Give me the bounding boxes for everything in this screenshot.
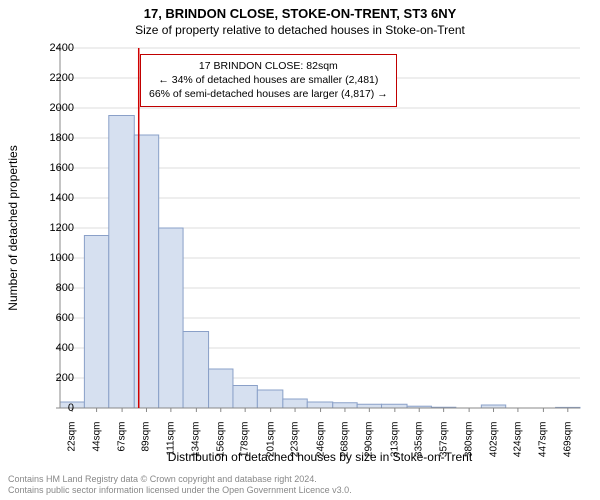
y-axis-label: Number of detached properties bbox=[6, 48, 20, 408]
y-tick-label: 2000 bbox=[34, 102, 74, 114]
x-tick-label: 156sqm bbox=[215, 422, 226, 462]
x-tick-label: 201sqm bbox=[265, 422, 276, 462]
annotation-line-1: 17 BRINDON CLOSE: 82sqm bbox=[149, 59, 388, 73]
y-tick-label: 2200 bbox=[34, 72, 74, 84]
y-tick-label: 2400 bbox=[34, 42, 74, 54]
footer-attribution: Contains HM Land Registry data © Crown c… bbox=[8, 474, 352, 497]
x-tick-label: 380sqm bbox=[464, 422, 475, 462]
x-tick-label: 67sqm bbox=[117, 422, 128, 462]
annotation-line-2: ← 34% of detached houses are smaller (2,… bbox=[149, 73, 388, 87]
x-tick-label: 246sqm bbox=[315, 422, 326, 462]
x-tick-label: 111sqm bbox=[165, 422, 176, 462]
x-tick-label: 402sqm bbox=[488, 422, 499, 462]
chart-area: 17 BRINDON CLOSE: 82sqm ← 34% of detache… bbox=[60, 48, 580, 408]
x-tick-label: 268sqm bbox=[339, 422, 350, 462]
x-tick-label: 313sqm bbox=[389, 422, 400, 462]
x-tick-label: 89sqm bbox=[141, 422, 152, 462]
y-tick-label: 800 bbox=[34, 282, 74, 294]
x-tick-label: 134sqm bbox=[191, 422, 202, 462]
y-tick-label: 200 bbox=[34, 372, 74, 384]
x-tick-label: 223sqm bbox=[290, 422, 301, 462]
y-tick-label: 1400 bbox=[34, 192, 74, 204]
x-tick-label: 357sqm bbox=[438, 422, 449, 462]
y-tick-label: 1800 bbox=[34, 132, 74, 144]
x-tick-label: 335sqm bbox=[414, 422, 425, 462]
x-tick-label: 290sqm bbox=[364, 422, 375, 462]
y-tick-label: 400 bbox=[34, 342, 74, 354]
x-tick-label: 447sqm bbox=[538, 422, 549, 462]
x-tick-label: 44sqm bbox=[91, 422, 102, 462]
y-tick-label: 1000 bbox=[34, 252, 74, 264]
y-tick-label: 0 bbox=[34, 402, 74, 414]
page-subtitle: Size of property relative to detached ho… bbox=[0, 21, 600, 37]
page-title: 17, BRINDON CLOSE, STOKE-ON-TRENT, ST3 6… bbox=[0, 0, 600, 21]
y-tick-label: 1600 bbox=[34, 162, 74, 174]
x-tick-label: 22sqm bbox=[67, 422, 78, 462]
x-tick-label: 469sqm bbox=[562, 422, 573, 462]
footer-line-1: Contains HM Land Registry data © Crown c… bbox=[8, 474, 352, 485]
chart-container: 17, BRINDON CLOSE, STOKE-ON-TRENT, ST3 6… bbox=[0, 0, 600, 500]
y-tick-label: 1200 bbox=[34, 222, 74, 234]
annotation-line-3: 66% of semi-detached houses are larger (… bbox=[149, 87, 388, 101]
footer-line-2: Contains public sector information licen… bbox=[8, 485, 352, 496]
marker-annotation: 17 BRINDON CLOSE: 82sqm ← 34% of detache… bbox=[140, 54, 397, 107]
x-tick-label: 178sqm bbox=[240, 422, 251, 462]
y-tick-label: 600 bbox=[34, 312, 74, 324]
x-tick-label: 424sqm bbox=[512, 422, 523, 462]
